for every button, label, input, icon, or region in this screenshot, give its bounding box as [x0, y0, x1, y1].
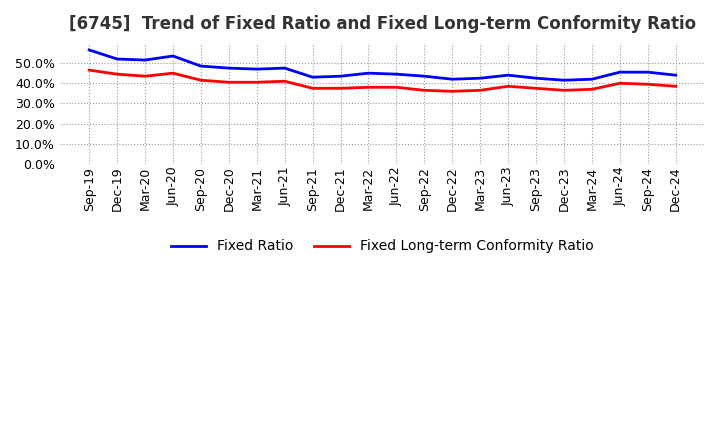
Fixed Long-term Conformity Ratio	[504, 84, 513, 89]
Fixed Long-term Conformity Ratio	[280, 79, 289, 84]
Fixed Long-term Conformity Ratio	[113, 72, 122, 77]
Fixed Long-term Conformity Ratio	[336, 86, 345, 91]
Fixed Long-term Conformity Ratio	[616, 81, 624, 86]
Fixed Ratio	[336, 73, 345, 79]
Fixed Ratio	[504, 73, 513, 78]
Fixed Ratio	[197, 63, 205, 69]
Fixed Ratio	[140, 57, 149, 62]
Line: Fixed Long-term Conformity Ratio: Fixed Long-term Conformity Ratio	[89, 70, 675, 92]
Fixed Ratio	[168, 53, 177, 59]
Fixed Long-term Conformity Ratio	[308, 86, 317, 91]
Fixed Long-term Conformity Ratio	[392, 84, 401, 90]
Fixed Ratio	[531, 76, 540, 81]
Fixed Ratio	[392, 72, 401, 77]
Fixed Long-term Conformity Ratio	[140, 73, 149, 79]
Fixed Ratio	[644, 70, 652, 75]
Fixed Long-term Conformity Ratio	[559, 88, 568, 93]
Fixed Long-term Conformity Ratio	[531, 86, 540, 91]
Fixed Ratio	[225, 66, 233, 71]
Fixed Ratio	[616, 70, 624, 75]
Fixed Long-term Conformity Ratio	[253, 80, 261, 85]
Fixed Ratio	[364, 70, 373, 76]
Fixed Long-term Conformity Ratio	[85, 67, 94, 73]
Fixed Ratio	[253, 66, 261, 72]
Fixed Ratio	[280, 66, 289, 71]
Fixed Ratio	[476, 76, 485, 81]
Fixed Long-term Conformity Ratio	[197, 77, 205, 83]
Line: Fixed Ratio: Fixed Ratio	[89, 50, 675, 80]
Fixed Long-term Conformity Ratio	[448, 89, 456, 94]
Fixed Ratio	[420, 73, 428, 79]
Fixed Long-term Conformity Ratio	[644, 81, 652, 87]
Fixed Ratio	[588, 77, 596, 82]
Fixed Ratio	[308, 74, 317, 80]
Legend: Fixed Ratio, Fixed Long-term Conformity Ratio: Fixed Ratio, Fixed Long-term Conformity …	[166, 234, 599, 259]
Title: [6745]  Trend of Fixed Ratio and Fixed Long-term Conformity Ratio: [6745] Trend of Fixed Ratio and Fixed Lo…	[69, 15, 696, 33]
Fixed Long-term Conformity Ratio	[225, 80, 233, 85]
Fixed Ratio	[448, 77, 456, 82]
Fixed Long-term Conformity Ratio	[420, 88, 428, 93]
Fixed Long-term Conformity Ratio	[476, 88, 485, 93]
Fixed Ratio	[671, 73, 680, 78]
Fixed Long-term Conformity Ratio	[364, 84, 373, 90]
Fixed Ratio	[85, 48, 94, 53]
Fixed Ratio	[559, 77, 568, 83]
Fixed Long-term Conformity Ratio	[671, 84, 680, 89]
Fixed Long-term Conformity Ratio	[588, 87, 596, 92]
Fixed Long-term Conformity Ratio	[168, 70, 177, 76]
Fixed Ratio	[113, 56, 122, 62]
